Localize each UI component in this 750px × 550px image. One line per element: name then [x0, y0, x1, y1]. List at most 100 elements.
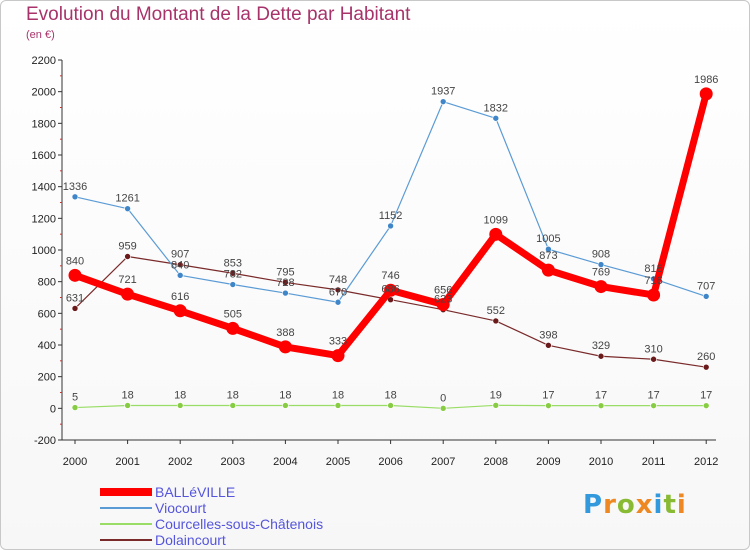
data-label-dolaincourt: 959 — [118, 240, 136, 252]
data-label-balleville: 505 — [224, 308, 242, 320]
data-point-dolaincourt — [650, 355, 657, 363]
data-label-balleville: 716 — [644, 275, 662, 287]
logo-letter: o — [616, 490, 636, 520]
data-label-viocourt: 728 — [276, 277, 294, 289]
x-tick-label: 2012 — [694, 456, 718, 468]
axes: -200 0 200 400 600 800 1000 1200 1400 1600 1800 200… — [32, 55, 719, 468]
data-point-dolaincourt — [229, 269, 237, 277]
y-tick-label: 800 — [38, 277, 56, 289]
data-label-courcelles: 17 — [595, 390, 607, 402]
data-label-dolaincourt: 853 — [224, 257, 242, 269]
x-tick-label: 2001 — [115, 456, 139, 468]
data-label-viocourt: 1152 — [379, 210, 403, 222]
data-label-viocourt: 782 — [224, 269, 242, 281]
y-tick-label: 1600 — [32, 150, 56, 162]
data-point-viocourt — [492, 114, 500, 122]
y-tick-label: 1800 — [32, 118, 56, 130]
data-point-balleville — [489, 227, 503, 241]
x-tick-label: 2008 — [484, 456, 508, 468]
data-point-balleville — [68, 268, 82, 282]
x-tick-label: 2011 — [642, 456, 666, 468]
data-point-balleville — [436, 297, 450, 311]
data-label-viocourt: 818 — [644, 263, 662, 275]
logo-letter: i — [676, 490, 687, 520]
x-tick-label: 2004 — [273, 456, 297, 468]
data-point-courcelles — [176, 402, 184, 409]
data-point-viocourt — [176, 272, 184, 279]
data-point-courcelles — [282, 402, 289, 409]
data-label-balleville: 333 — [329, 336, 347, 348]
data-point-courcelles — [387, 402, 394, 409]
data-point-dolaincourt — [71, 305, 79, 312]
data-label-balleville: 840 — [66, 255, 84, 267]
data-point-balleville — [121, 287, 135, 301]
logo-letter: t — [663, 490, 677, 520]
data-point-viocourt — [229, 281, 237, 288]
y-tick-label: 1400 — [32, 182, 56, 194]
data-label-balleville: 746 — [381, 270, 399, 282]
data-point-balleville — [331, 349, 345, 363]
data-label-dolaincourt: 631 — [66, 292, 84, 304]
proxiti-logo: Proxiti — [583, 490, 687, 520]
data-label-courcelles: 17 — [700, 390, 712, 402]
data-point-courcelles — [597, 402, 605, 409]
data-label-viocourt: 1937 — [431, 86, 455, 98]
data-label-balleville: 769 — [592, 267, 610, 279]
data-label-courcelles: 18 — [227, 389, 239, 401]
logo-letter: r — [603, 490, 617, 520]
data-point-viocourt — [439, 98, 447, 105]
data-label-balleville: 1986 — [694, 74, 718, 86]
legend-label-dolaincourt: Dolaincourt — [155, 532, 226, 548]
data-point-balleville — [384, 283, 398, 297]
y-tick-label: -200 — [34, 435, 56, 447]
y-tick-label: 400 — [38, 340, 56, 352]
x-tick-label: 2010 — [589, 456, 613, 468]
data-label-courcelles: 18 — [174, 389, 186, 401]
chart-title: Evolution du Montant de la Dette par Hab… — [26, 4, 411, 25]
data-point-dolaincourt — [492, 317, 500, 325]
x-tick-label: 2009 — [536, 456, 560, 468]
data-point-viocourt — [71, 193, 79, 201]
data-label-dolaincourt: 260 — [697, 351, 715, 363]
data-point-courcelles — [71, 404, 79, 411]
data-point-viocourt — [334, 298, 342, 306]
data-label-courcelles: 17 — [542, 390, 554, 402]
data-label-viocourt: 670 — [329, 286, 347, 298]
data-label-dolaincourt: 686 — [381, 284, 399, 296]
data-point-balleville — [278, 340, 292, 354]
data-point-courcelles — [492, 402, 500, 409]
legend-swatch-courcelles — [100, 523, 152, 525]
y-tick-label: 1200 — [32, 213, 56, 225]
data-label-dolaincourt: 795 — [276, 266, 294, 278]
data-point-dolaincourt — [334, 286, 342, 294]
data-label-viocourt: 840 — [171, 259, 189, 271]
data-label-courcelles: 18 — [384, 389, 396, 401]
data-point-dolaincourt — [176, 261, 184, 269]
logo-letter: i — [653, 490, 664, 520]
data-point-viocourt — [545, 245, 552, 253]
series-layer — [68, 87, 713, 412]
data-label-viocourt: 1832 — [484, 102, 508, 114]
data-label-dolaincourt: 907 — [171, 249, 189, 261]
x-tick-label: 2003 — [221, 456, 245, 468]
y-tick-label: 0 — [50, 403, 56, 415]
data-point-balleville — [594, 280, 608, 294]
legend-swatch-viocourt — [100, 507, 152, 509]
logo-letter: P — [583, 490, 604, 520]
data-label-balleville: 616 — [171, 291, 189, 303]
y-tick-label: 600 — [38, 308, 56, 320]
data-point-dolaincourt — [282, 279, 289, 286]
data-labels: 5 18 18 18 18 18 18 0 19 17 17 17 176319599078537957… — [63, 74, 719, 404]
data-label-courcelles: 18 — [279, 389, 291, 401]
data-point-dolaincourt — [597, 352, 605, 360]
data-label-viocourt: 1261 — [115, 193, 139, 205]
data-point-courcelles — [702, 402, 710, 409]
data-label-balleville: 656 — [434, 284, 452, 296]
data-label-courcelles: 19 — [490, 389, 502, 401]
data-point-viocourt — [387, 222, 394, 230]
data-label-courcelles: 17 — [647, 390, 659, 402]
data-label-viocourt: 1005 — [536, 233, 560, 245]
data-point-courcelles — [439, 405, 447, 412]
data-label-courcelles: 0 — [440, 392, 446, 404]
